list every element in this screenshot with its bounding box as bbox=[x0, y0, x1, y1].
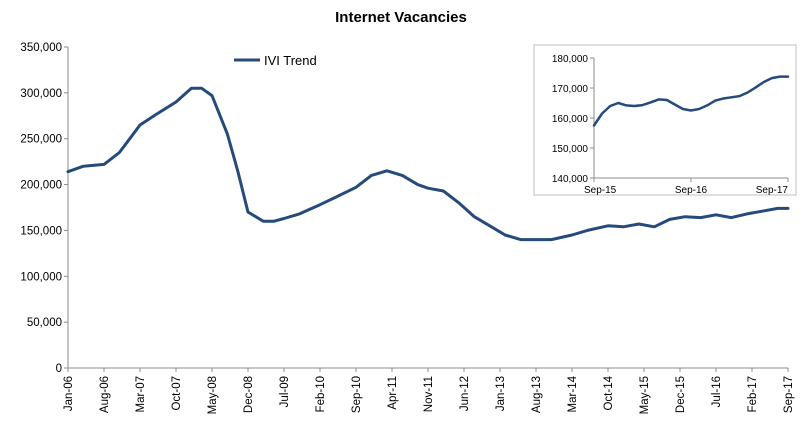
inset-y-tick-label: 160,000 bbox=[552, 114, 589, 125]
main-y-tick-label: 50,000 bbox=[27, 317, 62, 329]
main-x-tick-label: Apr-11 bbox=[387, 376, 399, 410]
inset-x-ticks: Sep-15 Sep-16 Sep-17 bbox=[584, 178, 789, 196]
main-x-tick-label: Jan-06 bbox=[63, 376, 75, 411]
chart-title: Internet Vacancies bbox=[335, 9, 467, 26]
main-x-tick-label: May-15 bbox=[639, 376, 651, 414]
inset-y-tick-label: 180,000 bbox=[552, 54, 589, 65]
main-x-ticks: Jan-06 Aug-06 Mar-07 Oct-07 May-08 Dec-08 Jul-… bbox=[63, 368, 795, 414]
main-y-tick-label: 100,000 bbox=[20, 271, 62, 283]
main-x-tick-label: Jan-13 bbox=[495, 376, 507, 411]
main-x-tick-label: Feb-17 bbox=[747, 376, 759, 412]
main-x-tick-label: Nov-11 bbox=[423, 376, 435, 412]
legend-label-ivi-trend: IVI Trend bbox=[264, 53, 317, 68]
inset-series bbox=[592, 75, 790, 127]
main-x-tick-label: Jul-09 bbox=[279, 376, 291, 407]
main-x-tick-label: Oct-07 bbox=[171, 376, 183, 411]
main-x-tick-label: Aug-13 bbox=[531, 376, 543, 413]
inset-y-tick-label: 170,000 bbox=[552, 84, 589, 95]
main-x-tick-label: Mar-07 bbox=[135, 376, 147, 412]
inset-series-line bbox=[592, 75, 790, 127]
main-y-tick-label: 200,000 bbox=[20, 180, 62, 192]
inset-x-tick-label: Sep-17 bbox=[756, 185, 789, 196]
main-y-tick-label: 0 bbox=[56, 363, 62, 375]
main-x-tick-label: May-08 bbox=[207, 376, 219, 414]
inset-chart: 140,000 150,000 160,000 170,000 180,000 Sep-… bbox=[533, 44, 797, 196]
inset-y-ticks: 140,000 150,000 160,000 170,000 180,000 bbox=[552, 54, 594, 185]
main-x-tick-label: Sep-17 bbox=[783, 376, 795, 413]
main-x-tick-label: Dec-08 bbox=[243, 376, 255, 413]
main-y-tick-label: 150,000 bbox=[20, 225, 62, 237]
main-y-tick-label: 300,000 bbox=[20, 88, 62, 100]
main-x-tick-label: Sep-10 bbox=[351, 376, 363, 413]
main-x-tick-label: Mar-14 bbox=[567, 375, 579, 412]
inset-y-tick-label: 150,000 bbox=[552, 144, 589, 155]
inset-x-tick-label: Sep-15 bbox=[584, 185, 617, 196]
main-series bbox=[66, 86, 790, 242]
legend: IVI Trend bbox=[234, 53, 317, 68]
main-x-tick-label: Oct-14 bbox=[603, 375, 615, 410]
main-x-tick-label: Feb-10 bbox=[315, 376, 327, 412]
inset-border bbox=[533, 44, 797, 196]
main-y-tick-label: 250,000 bbox=[20, 134, 62, 146]
main-y-ticks: 0 50,000 100,000 150,000 200,000 250,000 300,0… bbox=[20, 42, 68, 375]
main-x-tick-label: Dec-15 bbox=[675, 376, 687, 413]
main-x-tick-label: Jul-16 bbox=[711, 376, 723, 407]
main-x-tick-label: Aug-06 bbox=[99, 376, 111, 413]
main-y-tick-label: 350,000 bbox=[20, 42, 62, 54]
inset-x-tick-label: Sep-16 bbox=[675, 185, 708, 196]
inset-y-tick-label: 140,000 bbox=[552, 174, 589, 185]
main-x-tick-label: Jun-12 bbox=[459, 376, 471, 411]
main-series-line bbox=[66, 86, 790, 242]
